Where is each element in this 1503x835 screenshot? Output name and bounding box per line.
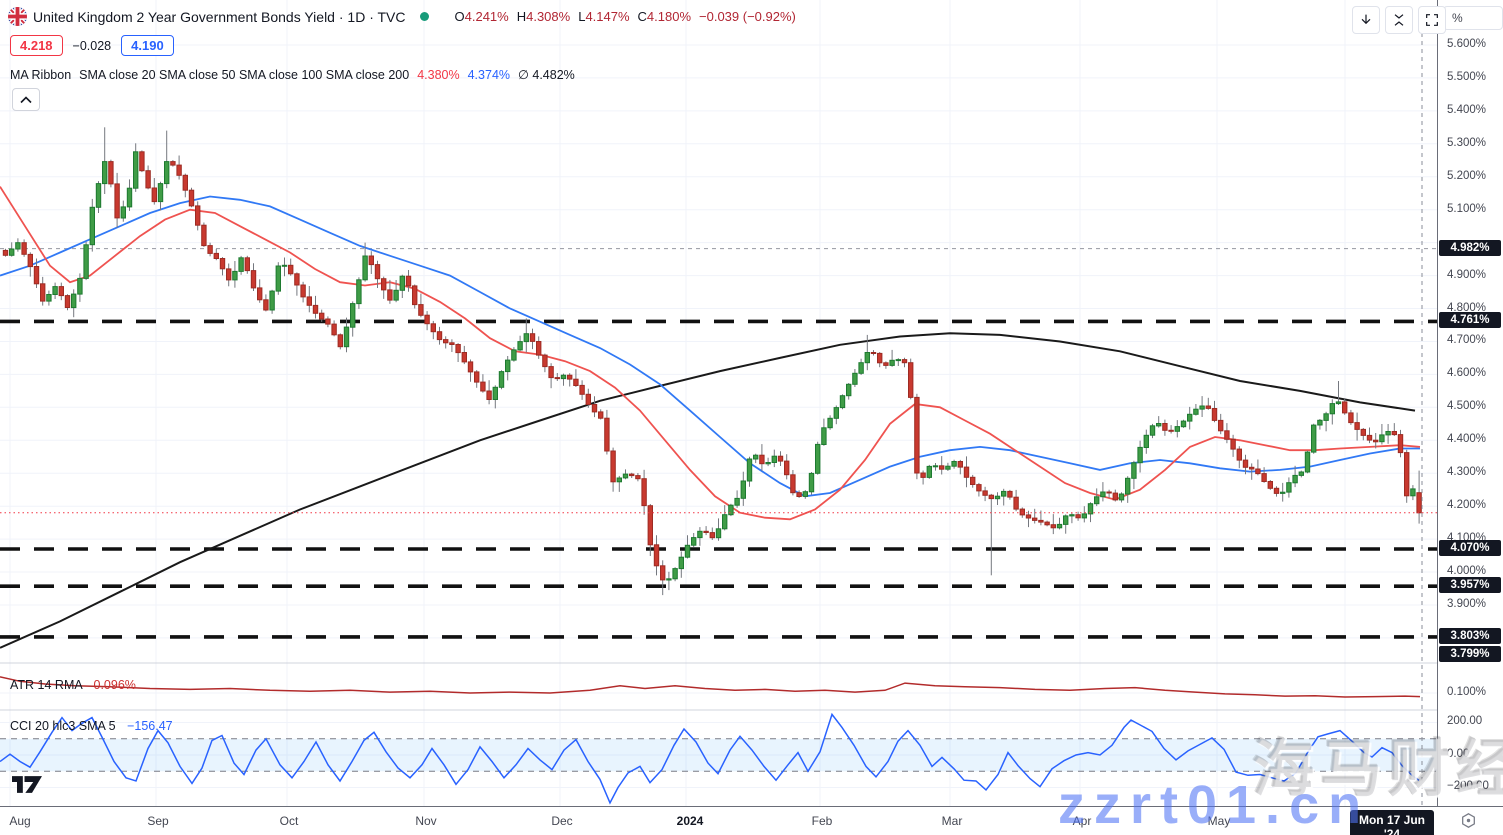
ma-ribbon-value-red: 4.380%	[417, 67, 460, 82]
price-tick-label: 5.500%	[1447, 71, 1487, 83]
collapse-legend-button[interactable]	[12, 88, 40, 111]
cci-label: CCI 20 hlc3 SMA 5	[10, 719, 116, 733]
time-tick-label: Dec	[551, 814, 573, 828]
open-value: 4.241%	[464, 9, 509, 24]
time-axis[interactable]: Mon 17 Jun '24 Aug Sep Oct Nov Dec 2024 Feb Mar…	[0, 806, 1503, 835]
price-tick-label: 5.100%	[1447, 203, 1487, 215]
time-tick-label: Feb	[811, 814, 833, 828]
price-level-badge: 4.761%	[1439, 312, 1501, 328]
tradingview-logo[interactable]	[12, 776, 42, 798]
open-label: O	[454, 9, 465, 24]
price-tick-label: 4.800%	[1447, 302, 1487, 314]
fullscreen-button[interactable]	[1418, 6, 1446, 34]
price-tick-label: 5.600%	[1447, 38, 1487, 50]
time-tick-label: May	[1207, 814, 1231, 828]
session-settings-button[interactable]	[1460, 812, 1477, 829]
market-status-icon[interactable]	[419, 12, 429, 21]
cci-axis-label: −200.00	[1447, 780, 1489, 792]
chart-canvas[interactable]	[0, 0, 1437, 806]
cci-legend[interactable]: CCI 20 hlc3 SMA 5 −156.47	[10, 719, 173, 733]
price-level-badge: 3.799%	[1439, 646, 1501, 662]
atr-axis-label: 0.100%	[1447, 686, 1487, 698]
time-tick-label: Oct	[279, 814, 299, 828]
time-tick-label: Sep	[147, 814, 169, 828]
price-tick-label: 4.200%	[1447, 499, 1487, 511]
price-level-badge: 3.957%	[1439, 577, 1501, 593]
close-label: C	[637, 9, 647, 24]
price-tick-label: 4.700%	[1447, 334, 1487, 346]
price-tick-label: 4.400%	[1447, 433, 1487, 445]
atr-value: 0.096%	[93, 678, 136, 692]
last-date-badge: Mon 17 Jun '24	[1350, 810, 1434, 835]
price-tick-label: 5.300%	[1447, 137, 1487, 149]
price-level-badge: 4.982%	[1439, 240, 1501, 256]
ma-ribbon-params: SMA close 20 SMA close 50 SMA close 100 …	[79, 67, 410, 82]
atr-legend[interactable]: ATR 14 RMA 0.096%	[10, 678, 136, 692]
time-tick-label: 2024	[676, 814, 704, 828]
price-tick-label: 5.400%	[1447, 104, 1487, 116]
cci-value: −156.47	[127, 719, 173, 733]
price-tick-label: 3.900%	[1447, 598, 1487, 610]
ma-ribbon-value-blue: 4.374%	[467, 67, 511, 82]
price-tick-label: 5.200%	[1447, 170, 1487, 182]
time-tick-label: Aug	[9, 814, 31, 828]
gear-icon	[1460, 812, 1477, 829]
price-tick-label: 4.500%	[1447, 400, 1487, 412]
price-axis[interactable]: % 5.600% 5.500% 5.400% 5.300% 5.200% 5.100% 4.…	[1437, 0, 1503, 806]
fullscreen-icon	[1424, 12, 1440, 28]
bid-ask-row: 4.218 −0.028 4.190	[10, 35, 174, 56]
price-tick-label: 4.300%	[1447, 466, 1487, 478]
high-label: H	[516, 9, 527, 24]
ma-ribbon-value-avg: ∅ 4.482%	[518, 68, 575, 82]
time-tick-label: Apr	[1072, 814, 1092, 828]
sell-button[interactable]: 4.218	[10, 35, 63, 56]
ohlc-values: O 4.241% H 4.308% L 4.147% C 4.180% −0.039 (…	[447, 9, 796, 24]
low-value: 4.147%	[585, 9, 630, 24]
time-tick-label: Mar	[941, 814, 963, 828]
spread-value: −0.028	[72, 38, 112, 53]
close-value: 4.180%	[646, 9, 692, 24]
low-label: L	[578, 9, 586, 24]
cci-axis-label: 0.00	[1447, 748, 1470, 760]
price-level-badge: 4.070%	[1439, 540, 1501, 556]
time-tick-label: Nov	[415, 814, 437, 828]
collapse-arrows-icon	[1391, 12, 1407, 28]
price-tick-label: 4.900%	[1447, 269, 1487, 281]
chart-toolbar	[1352, 6, 1446, 34]
price-tick-label: 4.600%	[1447, 367, 1487, 379]
scroll-to-recent-button[interactable]	[1352, 6, 1380, 34]
arrow-down-icon	[1358, 12, 1374, 28]
collapse-pane-button[interactable]	[1385, 6, 1413, 34]
symbol-title[interactable]: United Kingdom 2 Year Government Bonds Y…	[33, 8, 406, 25]
change-value: −0.039 (−0.92%)	[699, 9, 796, 24]
ma-ribbon-name[interactable]: MA Ribbon	[10, 67, 72, 82]
symbol-legend-row: United Kingdom 2 Year Government Bonds Y…	[8, 7, 796, 26]
cci-axis-label: 200.00	[1447, 715, 1483, 727]
atr-label: ATR 14 RMA	[10, 678, 83, 692]
uk-flag-icon	[8, 7, 27, 26]
chevron-up-icon	[20, 95, 32, 104]
buy-button[interactable]: 4.190	[121, 35, 174, 56]
price-level-badge: 3.803%	[1439, 628, 1501, 644]
ma-ribbon-legend: MA Ribbon SMA close 20 SMA close 50 SMA …	[10, 67, 575, 83]
high-value: 4.308%	[526, 9, 571, 24]
unit-percent-button[interactable]: %	[1443, 6, 1503, 30]
price-tick-label: 4.000%	[1447, 565, 1487, 577]
